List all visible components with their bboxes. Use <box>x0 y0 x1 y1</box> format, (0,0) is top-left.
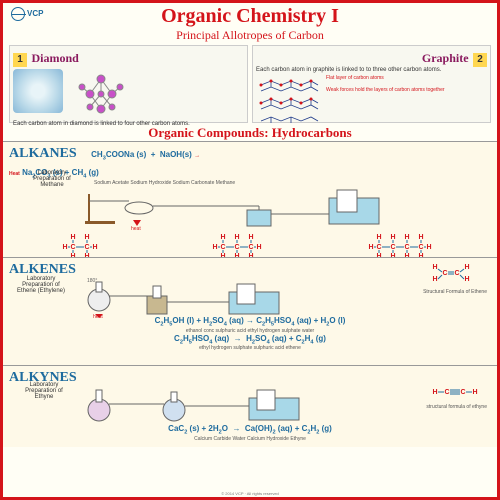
diamond-badge: 1 <box>13 53 27 67</box>
alkynes-eq: CaC2 (s) + 2H2O → Ca(OH)2 (aq) + C2H2 (g… <box>9 424 491 436</box>
diamond-title: Diamond <box>31 51 78 65</box>
svg-text:C: C <box>220 244 225 251</box>
alkenes-title: ALKENES <box>9 262 76 277</box>
svg-text:H: H <box>369 244 374 251</box>
svg-text:H: H <box>472 389 477 396</box>
logo: VCP <box>11 7 43 21</box>
footer: © 2014 VCP · All rights reserved <box>3 491 497 496</box>
svg-text:H: H <box>432 389 437 396</box>
svg-text:C: C <box>234 244 239 251</box>
svg-text:H: H <box>248 234 253 241</box>
graphite-badge: 2 <box>473 53 487 67</box>
alkynes-lab-label: Laboratory Preparation of Ethyne <box>19 382 69 400</box>
svg-text:H: H <box>377 234 382 241</box>
svg-text:heat: heat <box>93 314 103 318</box>
subtitle: Principal Allotropes of Carbon <box>3 28 497 43</box>
alkenes-section: ALKENES Laboratory Preparation of Ethene… <box>3 257 497 365</box>
svg-text:C: C <box>455 270 460 277</box>
svg-text:H: H <box>63 244 68 251</box>
svg-text:C: C <box>85 244 90 251</box>
svg-text:C: C <box>460 389 465 396</box>
alkenes-eq2: C2H5HSO4 (aq) → H2SO4 (aq) + C2H4 (g) <box>9 334 491 346</box>
svg-text:H: H <box>465 264 470 271</box>
main-title: Organic Chemistry I <box>3 5 497 28</box>
svg-text:C: C <box>71 244 76 251</box>
diamond-desc: Each carbon atom in diamond is linked to… <box>13 121 244 128</box>
graphite-structure <box>256 75 326 133</box>
svg-text:heat: heat <box>131 226 141 230</box>
svg-text:H: H <box>419 234 424 241</box>
chemistry-poster: VCP Organic Chemistry I Principal Allotr… <box>0 0 500 500</box>
graphite-title: Graphite <box>422 51 469 65</box>
svg-text:C: C <box>405 244 410 251</box>
svg-text:H: H <box>256 244 261 251</box>
svg-text:C: C <box>444 389 449 396</box>
svg-text:H: H <box>391 234 396 241</box>
svg-text:H: H <box>405 234 410 241</box>
diamond-box: 1 Diamond <box>9 45 248 123</box>
svg-text:C: C <box>391 244 396 251</box>
svg-text:H: H <box>93 244 98 251</box>
svg-text:H: H <box>220 234 225 241</box>
ethyne-structure: HCCH structural formula of ethyne <box>426 384 487 410</box>
svg-text:H: H <box>234 234 239 241</box>
alkenes-apparatus: 180° heat <box>79 278 491 318</box>
allotropes-row: 1 Diamond <box>3 43 497 125</box>
svg-text:180°: 180° <box>87 278 97 284</box>
graphite-label2: Weak forces hold the layers of carbon at… <box>326 87 487 93</box>
svg-text:H: H <box>427 244 432 251</box>
svg-text:H: H <box>71 234 76 241</box>
alkenes-lab-label: Laboratory Preparation of Ethene (Ethyle… <box>13 276 69 294</box>
alkynes-section: ALKYNES Laboratory Preparation of Ethyne… <box>3 365 497 447</box>
svg-text:C: C <box>419 244 424 251</box>
graphite-box: Graphite 2 Each carbon atom in graphite … <box>252 45 491 123</box>
svg-text:H: H <box>85 234 90 241</box>
alkanes-apparatus: heat <box>79 186 491 230</box>
svg-text:H: H <box>212 244 217 251</box>
graphite-desc: Each carbon atom in graphite is linked t… <box>256 67 487 74</box>
svg-text:C: C <box>377 244 382 251</box>
diamond-photo <box>13 69 63 113</box>
alkanes-lab-label: Laboratory Preparation of Methane <box>27 170 77 188</box>
alkenes-eq2-labels: ethyl hydrogen sulphate sulphuric acid e… <box>9 345 491 351</box>
svg-text:C: C <box>443 270 448 277</box>
diamond-structure <box>70 69 132 121</box>
alkynes-eq-labels: Calcium Carbide Water Calcium Hydroxide … <box>9 436 491 442</box>
svg-text:H: H <box>433 264 438 271</box>
svg-text:C: C <box>248 244 253 251</box>
alkanes-section: ALKANES CH3COONa (s) + NaOH(s) →Heat Na2… <box>3 141 497 257</box>
alkanes-title: ALKANES <box>9 146 77 161</box>
graphite-label1: Flat layer of carbon atoms <box>326 75 487 81</box>
